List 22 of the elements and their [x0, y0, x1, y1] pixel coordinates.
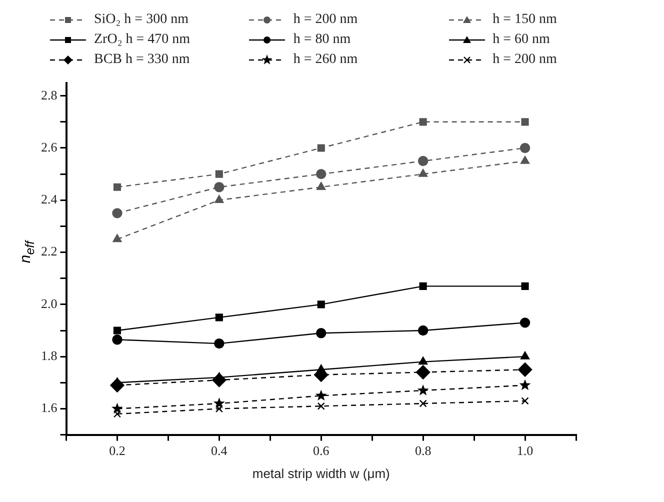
- x-axis-title: metal strip width w (μm): [252, 466, 390, 481]
- legend-label: h = 200 nm: [492, 52, 557, 68]
- legend-label: h = 260 nm: [293, 52, 358, 68]
- y-tick-label: 2.8: [41, 87, 58, 102]
- legend-label: SiO₂ h = 300 nm: [94, 12, 188, 28]
- y-tick-label: 2.2: [41, 244, 58, 259]
- x-tick-label: 0.2: [109, 443, 126, 458]
- text: 2.0: [41, 296, 58, 311]
- legend-label: h = 200 nm: [293, 12, 358, 28]
- legend-label: BCB h = 330 nm: [94, 52, 190, 68]
- legend-label: h = 60 nm: [492, 32, 550, 48]
- y-tick-label: 2.6: [41, 139, 58, 154]
- y-tick-label: 1.8: [41, 348, 58, 363]
- legend-label: h = 150 nm: [492, 12, 557, 28]
- legend-label: ZrO₂ h = 470 nm: [94, 32, 190, 48]
- text: 1.0: [516, 443, 534, 458]
- x-tick-label: 0.8: [414, 443, 432, 458]
- x-tick-label: 0.4: [211, 443, 228, 458]
- y-tick-label: 2.4: [41, 192, 58, 207]
- y-tick-label: 1.6: [41, 400, 58, 416]
- x-tick-label: 0.6: [313, 443, 330, 458]
- legend-label: h = 80 nm: [293, 32, 351, 48]
